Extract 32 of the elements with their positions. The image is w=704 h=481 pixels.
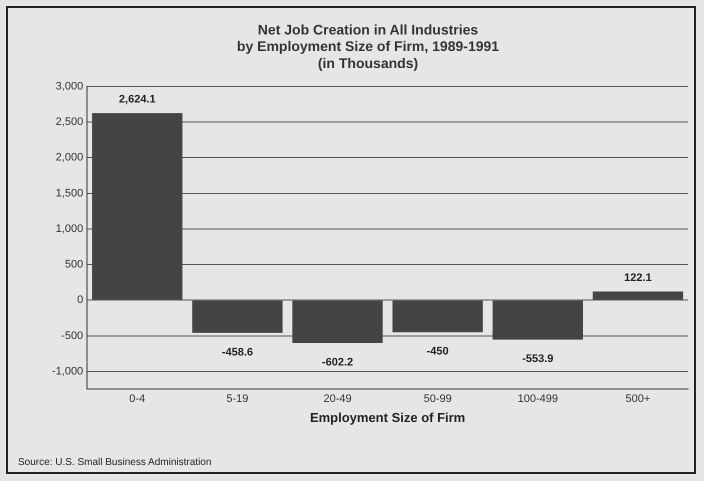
- y-tick-label: 2,000: [56, 152, 84, 164]
- y-tick-label: 1,000: [56, 222, 84, 235]
- bar: [92, 113, 182, 300]
- x-axis-title: Employment Size of Firm: [310, 410, 466, 425]
- x-tick-label: 20-49: [323, 392, 352, 405]
- y-tick-label: 500: [64, 258, 84, 271]
- text: Net Job Creation in All Industries: [258, 21, 478, 38]
- bar: [592, 291, 684, 300]
- data-label: -602.2: [322, 356, 354, 369]
- y-tick-label: 0: [77, 294, 84, 306]
- y-tick-label: 3,000: [56, 80, 84, 92]
- data-label: -458.6: [222, 346, 253, 358]
- bar: [192, 300, 283, 333]
- x-tick-label: 0-4: [129, 392, 146, 405]
- text: by Employment Size of Firm, 1989-1991: [236, 38, 500, 54]
- x-tick-label: 50-99: [424, 392, 452, 405]
- x-tick-label: 500+: [626, 392, 650, 405]
- y-tick-label: 1,500: [56, 187, 84, 200]
- source-note: Source: U.S. Small Business Administration: [18, 457, 212, 468]
- bar: [292, 300, 383, 344]
- data-label: -553.9: [522, 353, 554, 366]
- data-label: 2,624.1: [118, 94, 156, 106]
- x-tick-label: 5-19: [226, 392, 248, 405]
- x-tick-label: 100-499: [518, 392, 558, 405]
- y-tick-label: -500: [61, 330, 84, 342]
- y-tick-label: 2,500: [56, 116, 84, 128]
- data-label: 122.1: [624, 272, 652, 284]
- text: (in Thousands): [318, 54, 418, 71]
- bar: [392, 300, 483, 332]
- data-label: -450: [426, 346, 449, 358]
- y-tick-label: -1,000: [52, 365, 84, 378]
- bar: [492, 300, 583, 340]
